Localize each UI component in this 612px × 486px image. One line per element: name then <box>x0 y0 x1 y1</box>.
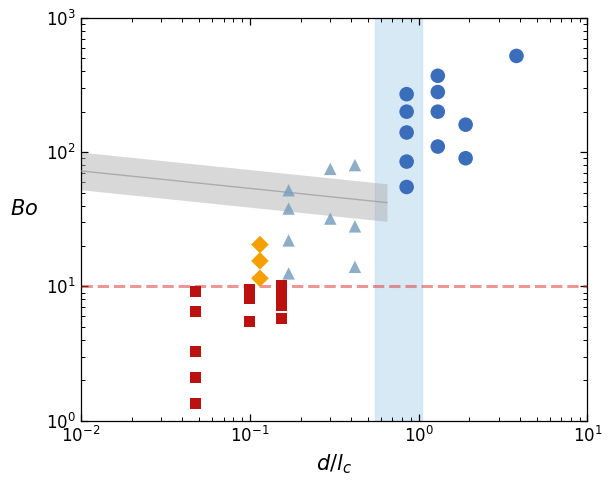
Point <box>277 302 286 310</box>
Point <box>245 286 255 294</box>
Point <box>401 157 411 165</box>
Point <box>401 108 411 116</box>
Point <box>401 90 411 98</box>
Point <box>433 72 442 80</box>
Point <box>255 241 265 248</box>
Point <box>255 257 265 265</box>
Point <box>350 223 360 230</box>
Point <box>512 52 521 60</box>
Bar <box>375 18 422 421</box>
Point <box>461 121 471 129</box>
Point <box>277 314 286 322</box>
Point <box>191 308 201 315</box>
Point <box>191 347 201 355</box>
Point <box>284 205 294 212</box>
Point <box>350 161 360 169</box>
Point <box>350 263 360 271</box>
Point <box>191 287 201 295</box>
Point <box>255 275 265 282</box>
Point <box>401 129 411 137</box>
X-axis label: $d/l_c$: $d/l_c$ <box>316 452 352 476</box>
Point <box>433 108 442 116</box>
Point <box>284 270 294 278</box>
Point <box>461 155 471 162</box>
Point <box>191 374 201 382</box>
Point <box>277 289 286 296</box>
Point <box>245 317 255 325</box>
Point <box>277 281 286 289</box>
Point <box>191 399 201 407</box>
Point <box>284 186 294 194</box>
Point <box>433 88 442 96</box>
Y-axis label: $Bo$: $Bo$ <box>10 199 38 219</box>
Point <box>326 215 335 223</box>
Point <box>277 295 286 303</box>
Point <box>245 294 255 302</box>
Point <box>284 237 294 244</box>
Point <box>326 165 335 173</box>
Point <box>401 183 411 191</box>
Point <box>433 143 442 151</box>
